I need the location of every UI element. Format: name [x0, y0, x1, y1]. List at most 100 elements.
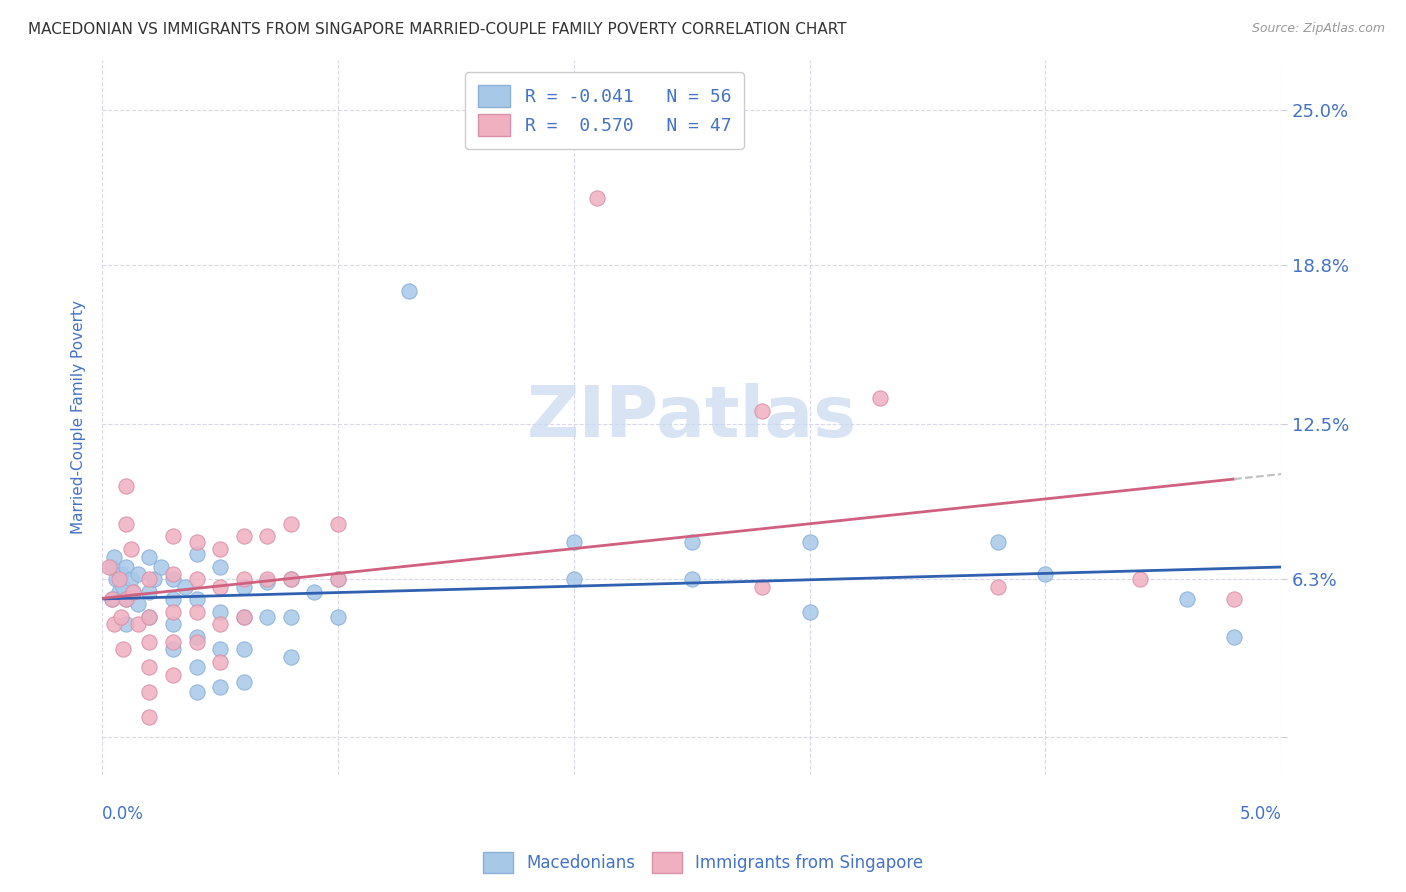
Point — [138, 660, 160, 674]
Point — [143, 572, 166, 586]
Point — [186, 660, 208, 674]
Point — [256, 609, 278, 624]
Point — [751, 580, 773, 594]
Point — [326, 572, 349, 586]
Point — [869, 392, 891, 406]
Point — [1223, 630, 1246, 644]
Point — [186, 685, 208, 699]
Text: Source: ZipAtlas.com: Source: ZipAtlas.com — [1251, 22, 1385, 36]
Point — [186, 630, 208, 644]
Point — [987, 534, 1010, 549]
Point — [112, 580, 135, 594]
Point — [987, 580, 1010, 594]
Point — [105, 572, 128, 586]
Point — [681, 534, 703, 549]
Point — [107, 572, 129, 586]
Point — [100, 559, 122, 574]
Point — [186, 547, 208, 561]
Point — [127, 597, 149, 611]
Point — [326, 572, 349, 586]
Point — [1175, 592, 1198, 607]
Text: ZIPatlas: ZIPatlas — [527, 383, 856, 451]
Text: MACEDONIAN VS IMMIGRANTS FROM SINGAPORE MARRIED-COUPLE FAMILY POVERTY CORRELATIO: MACEDONIAN VS IMMIGRANTS FROM SINGAPORE … — [28, 22, 846, 37]
Point — [186, 592, 208, 607]
Point — [162, 567, 184, 582]
Point — [150, 559, 173, 574]
Point — [110, 567, 132, 582]
Point — [162, 605, 184, 619]
Point — [186, 635, 208, 649]
Text: 5.0%: 5.0% — [1239, 805, 1281, 823]
Point — [751, 404, 773, 418]
Point — [280, 609, 302, 624]
Point — [209, 680, 232, 694]
Point — [138, 584, 160, 599]
Point — [799, 534, 821, 549]
Point — [326, 609, 349, 624]
Point — [280, 650, 302, 665]
Point — [256, 529, 278, 543]
Point — [138, 635, 160, 649]
Point — [209, 580, 232, 594]
Point — [256, 574, 278, 589]
Point — [114, 592, 136, 607]
Point — [586, 191, 609, 205]
Point — [1129, 572, 1152, 586]
Point — [681, 572, 703, 586]
Point — [110, 609, 132, 624]
Point — [232, 609, 254, 624]
Point — [162, 635, 184, 649]
Point — [100, 592, 122, 607]
Point — [1223, 592, 1246, 607]
Point — [1035, 567, 1057, 582]
Point — [138, 572, 160, 586]
Text: 0.0%: 0.0% — [103, 805, 143, 823]
Point — [127, 617, 149, 632]
Point — [186, 605, 208, 619]
Y-axis label: Married-Couple Family Poverty: Married-Couple Family Poverty — [72, 301, 86, 534]
Point — [162, 572, 184, 586]
Point — [280, 572, 302, 586]
Point — [162, 529, 184, 543]
Point — [209, 605, 232, 619]
Point — [162, 617, 184, 632]
Point — [103, 549, 125, 564]
Point — [114, 592, 136, 607]
Point — [280, 516, 302, 531]
Point — [114, 559, 136, 574]
Point — [209, 542, 232, 557]
Point — [209, 617, 232, 632]
Point — [114, 516, 136, 531]
Point — [186, 572, 208, 586]
Point — [162, 667, 184, 681]
Point — [232, 580, 254, 594]
Point — [138, 685, 160, 699]
Point — [799, 605, 821, 619]
Point — [186, 534, 208, 549]
Point — [121, 584, 143, 599]
Point — [138, 710, 160, 724]
Point — [127, 567, 149, 582]
Point — [138, 609, 160, 624]
Point — [114, 479, 136, 493]
Point — [114, 617, 136, 632]
Point — [232, 609, 254, 624]
Point — [232, 675, 254, 690]
Point — [120, 572, 142, 586]
Point — [209, 655, 232, 669]
Point — [121, 584, 143, 599]
Point — [562, 534, 585, 549]
Point — [256, 572, 278, 586]
Point — [562, 572, 585, 586]
Point — [162, 592, 184, 607]
Point — [232, 642, 254, 657]
Legend: R = -0.041   N = 56, R =  0.570   N = 47: R = -0.041 N = 56, R = 0.570 N = 47 — [465, 72, 744, 149]
Point — [209, 642, 232, 657]
Point — [103, 617, 125, 632]
Point — [280, 572, 302, 586]
Point — [98, 559, 121, 574]
Point — [107, 584, 129, 599]
Point — [100, 592, 122, 607]
Point — [209, 559, 232, 574]
Point — [120, 542, 142, 557]
